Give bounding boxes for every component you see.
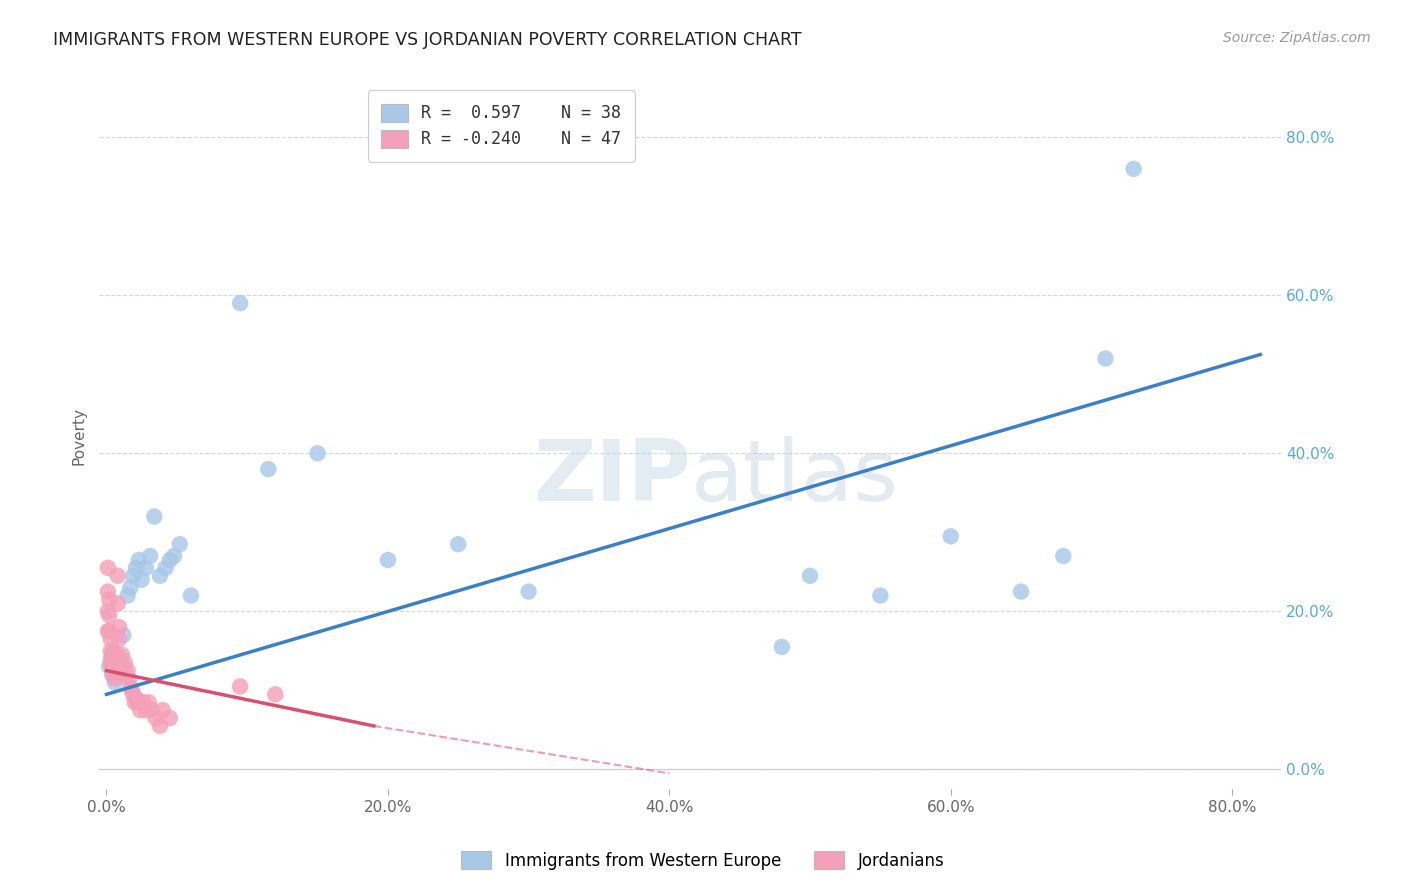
Point [159, 711, 181, 725]
Point [97, 584, 120, 599]
Point [97, 604, 120, 618]
Point [169, 537, 191, 551]
Point [112, 659, 135, 673]
Point [145, 711, 167, 725]
Point [121, 683, 143, 698]
Point [98, 659, 121, 673]
Point [135, 561, 157, 575]
Text: ZIP: ZIP [533, 436, 690, 519]
Point [138, 695, 160, 709]
Point [108, 652, 131, 666]
Point [112, 628, 135, 642]
Point [1010, 584, 1032, 599]
Point [98, 624, 121, 639]
Point [97, 561, 120, 575]
Point [103, 656, 125, 670]
Point [517, 584, 540, 599]
Point [105, 664, 128, 678]
Point [100, 644, 122, 658]
Point [107, 667, 129, 681]
Point [125, 691, 148, 706]
Point [108, 620, 131, 634]
Point [118, 672, 141, 686]
Point [108, 632, 131, 646]
Point [264, 687, 287, 701]
Point [307, 446, 329, 460]
Point [120, 581, 142, 595]
Point [799, 568, 821, 582]
Point [163, 549, 186, 563]
Point [149, 568, 172, 582]
Text: IMMIGRANTS FROM WESTERN EUROPE VS JORDANIAN POVERTY CORRELATION CHART: IMMIGRANTS FROM WESTERN EUROPE VS JORDAN… [53, 31, 801, 49]
Point [100, 656, 122, 670]
Point [141, 703, 163, 717]
Point [149, 719, 172, 733]
Point [770, 640, 793, 654]
Point [120, 680, 142, 694]
Point [1052, 549, 1074, 563]
Point [122, 568, 145, 582]
Point [155, 561, 177, 575]
Point [104, 675, 127, 690]
Point [939, 529, 962, 543]
Point [229, 680, 252, 694]
Point [129, 703, 152, 717]
Point [117, 589, 139, 603]
Point [105, 648, 128, 662]
Point [104, 672, 127, 686]
Point [143, 509, 166, 524]
Point [100, 632, 122, 646]
Point [152, 703, 174, 717]
Point [107, 568, 129, 582]
Point [124, 695, 146, 709]
Point [125, 561, 148, 575]
Point [103, 644, 125, 658]
Point [1094, 351, 1116, 366]
Point [97, 624, 120, 639]
Point [869, 589, 891, 603]
Point [132, 695, 155, 709]
Point [100, 652, 122, 666]
Point [377, 553, 399, 567]
Point [101, 648, 124, 662]
Legend: Immigrants from Western Europe, Jordanians: Immigrants from Western Europe, Jordania… [454, 845, 952, 877]
Point [101, 659, 124, 673]
Point [1122, 161, 1144, 176]
Point [110, 664, 132, 678]
Point [104, 659, 127, 673]
Point [159, 553, 181, 567]
Point [114, 656, 136, 670]
Point [131, 573, 153, 587]
Point [257, 462, 280, 476]
Point [122, 687, 145, 701]
Point [103, 667, 125, 681]
Point [115, 667, 138, 681]
Text: Source: ZipAtlas.com: Source: ZipAtlas.com [1223, 31, 1371, 45]
Point [180, 589, 202, 603]
Point [447, 537, 470, 551]
Text: atlas: atlas [690, 436, 898, 519]
Point [110, 652, 132, 666]
Y-axis label: Poverty: Poverty [72, 407, 86, 465]
Point [98, 592, 121, 607]
Point [101, 667, 124, 681]
Point [98, 608, 121, 623]
Point [139, 549, 162, 563]
Point [117, 664, 139, 678]
Legend: R =  0.597    N = 38, R = -0.240    N = 47: R = 0.597 N = 38, R = -0.240 N = 47 [368, 90, 634, 161]
Point [127, 695, 149, 709]
Point [229, 296, 252, 310]
Point [111, 648, 134, 662]
Point [107, 597, 129, 611]
Point [135, 703, 157, 717]
Point [128, 553, 150, 567]
Point [105, 659, 128, 673]
